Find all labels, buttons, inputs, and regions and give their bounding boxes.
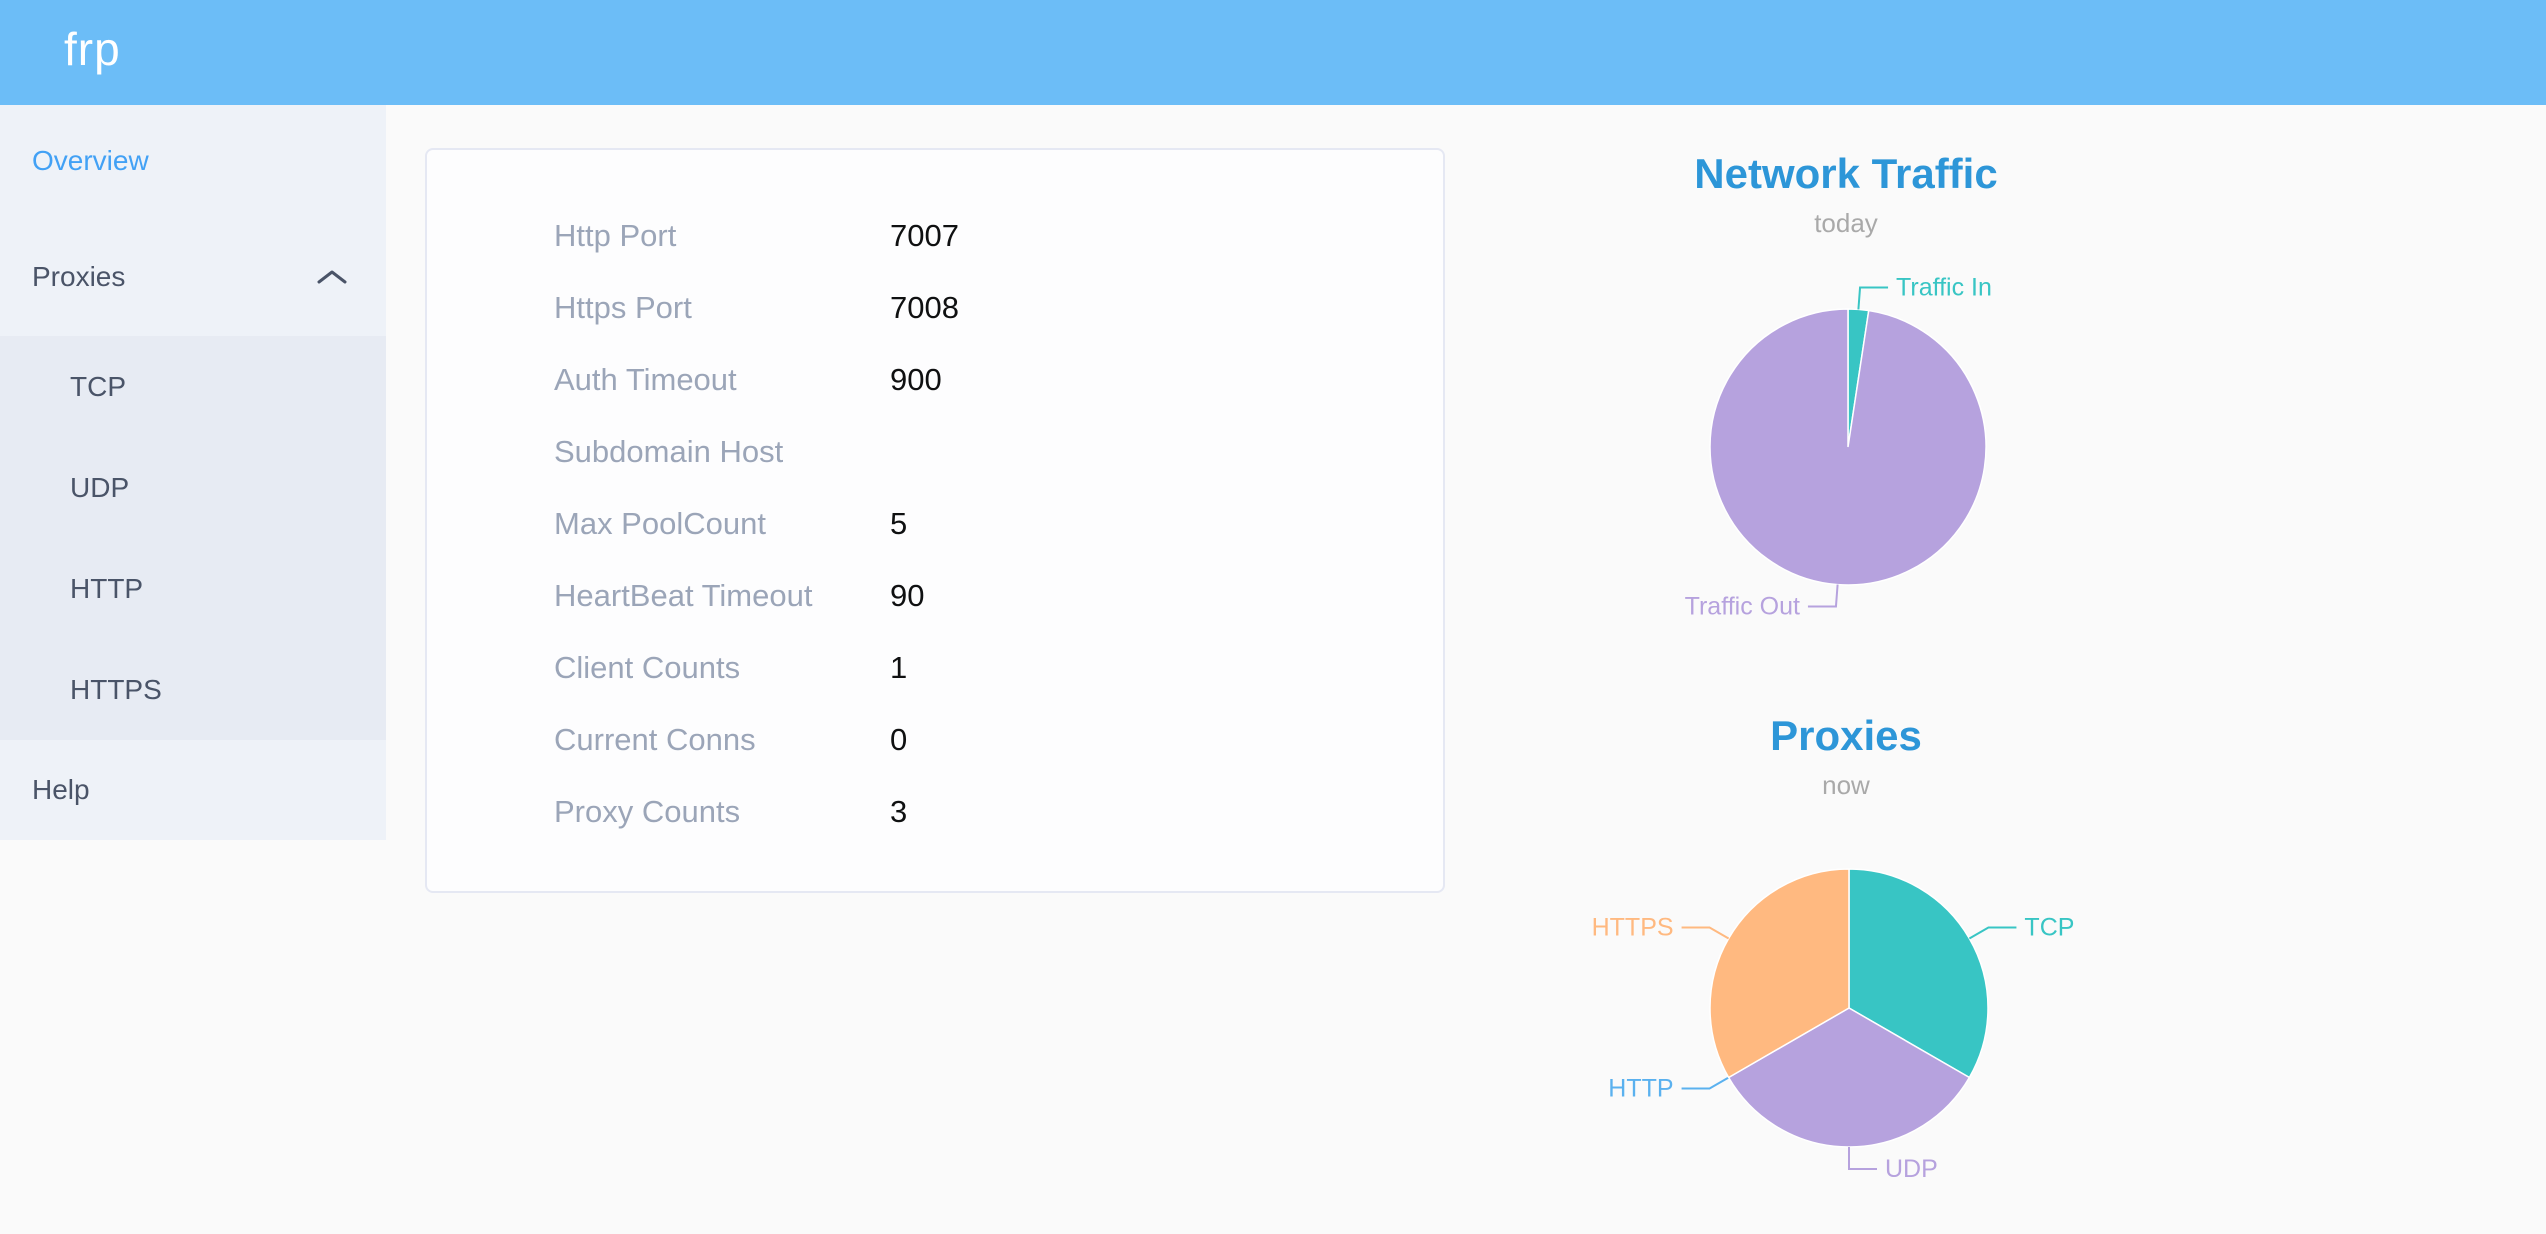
info-row-subdomain-host: Subdomain Host <box>427 416 1443 488</box>
info-label: Current Conns <box>554 722 756 757</box>
info-label: Proxy Counts <box>554 794 741 829</box>
pie-label-line-traffic-in <box>1857 286 1889 310</box>
info-value: 90 <box>890 578 925 613</box>
app-header: frp <box>0 0 2546 105</box>
pie-label-line-traffic-out <box>1807 584 1839 608</box>
pie-label-line-http <box>1681 1076 1730 1090</box>
sidebar-item-label: Help <box>32 774 90 805</box>
pie-slice-traffic-out[interactable] <box>1709 308 1987 586</box>
sidebar-item-label: TCP <box>70 370 126 402</box>
sidebar-submenu-proxies: TCP UDP HTTP HTTPS <box>0 336 386 740</box>
pie-label-line-https <box>1681 926 1730 940</box>
sidebar-item-label: Overview <box>32 145 149 176</box>
sidebar-item-tcp[interactable]: TCP <box>0 336 386 437</box>
server-info-rows: Http Port 7007 Https Port 7008 Auth Timeout 9… <box>427 200 1443 848</box>
info-label: Https Port <box>554 290 692 325</box>
pie-label-tcp: TCP <box>2024 914 2074 942</box>
sidebar-item-overview[interactable]: Overview <box>0 105 386 217</box>
proxies-chart-subtitle: now <box>1822 770 1870 800</box>
info-value: 900 <box>890 362 942 397</box>
sidebar-item-label: UDP <box>70 471 130 503</box>
info-label: Client Counts <box>554 650 741 685</box>
pie-label-line-tcp <box>1968 926 2017 940</box>
pie-label-udp: UDP <box>1885 1155 1938 1183</box>
info-value: 1 <box>890 650 908 685</box>
proxies-chart-title: Proxies <box>1770 712 1922 759</box>
info-row-proxy-counts: Proxy Counts 3 <box>427 776 1443 848</box>
info-row-auth-timeout: Auth Timeout 900 <box>427 344 1443 416</box>
sidebar-item-help[interactable]: Help <box>0 740 386 840</box>
proxies-pie-chart: TCP UDP HTTP HTTPS <box>1592 868 2074 1183</box>
info-label: Subdomain Host <box>554 434 784 469</box>
network-traffic-pie-chart: Traffic In Traffic Out <box>1685 273 1992 621</box>
sidebar-item-label: HTTPS <box>70 673 162 705</box>
sidebar-item-https[interactable]: HTTPS <box>0 639 386 740</box>
pie-label-traffic-out: Traffic Out <box>1685 593 1800 621</box>
pie-label-https: HTTPS <box>1592 914 1674 942</box>
app-logo[interactable]: frp <box>64 23 121 75</box>
info-row-http-port: Http Port 7007 <box>427 200 1443 272</box>
server-info-card: Http Port 7007 Https Port 7008 Auth Timeout 9… <box>425 148 1445 893</box>
sidebar-item-udp[interactable]: UDP <box>0 437 386 538</box>
sidebar-item-label: HTTP <box>70 572 144 604</box>
info-row-current-conns: Current Conns 0 <box>427 704 1443 776</box>
sidebar-item-label: Proxies <box>32 260 126 292</box>
network-traffic-chart-title: Network Traffic <box>1694 150 1998 197</box>
sidebar: Overview Proxies TCP UDP HTTP HTTPS Help <box>0 105 386 840</box>
info-value: 5 <box>890 506 908 541</box>
info-label: Http Port <box>554 218 677 253</box>
chevron-up-icon <box>317 270 347 283</box>
info-row-client-counts: Client Counts 1 <box>427 632 1443 704</box>
info-label: Max PoolCount <box>554 506 766 541</box>
info-row-https-port: Https Port 7008 <box>427 272 1443 344</box>
info-value: 7007 <box>890 218 959 253</box>
info-value: 3 <box>890 794 908 829</box>
sidebar-item-proxies[interactable]: Proxies <box>0 217 386 336</box>
info-label: HeartBeat Timeout <box>554 578 813 613</box>
info-value: 7008 <box>890 290 959 325</box>
info-row-heartbeat-timeout: HeartBeat Timeout 90 <box>427 560 1443 632</box>
sidebar-item-http[interactable]: HTTP <box>0 538 386 639</box>
pie-label-traffic-in: Traffic In <box>1896 273 1992 301</box>
pie-label-http: HTTP <box>1608 1075 1673 1103</box>
network-traffic-chart-subtitle: today <box>1814 208 1878 238</box>
info-label: Auth Timeout <box>554 362 737 397</box>
info-value: 0 <box>890 722 908 757</box>
info-row-max-poolcount: Max PoolCount 5 <box>427 488 1443 560</box>
pie-label-line-udp <box>1848 1147 1877 1170</box>
